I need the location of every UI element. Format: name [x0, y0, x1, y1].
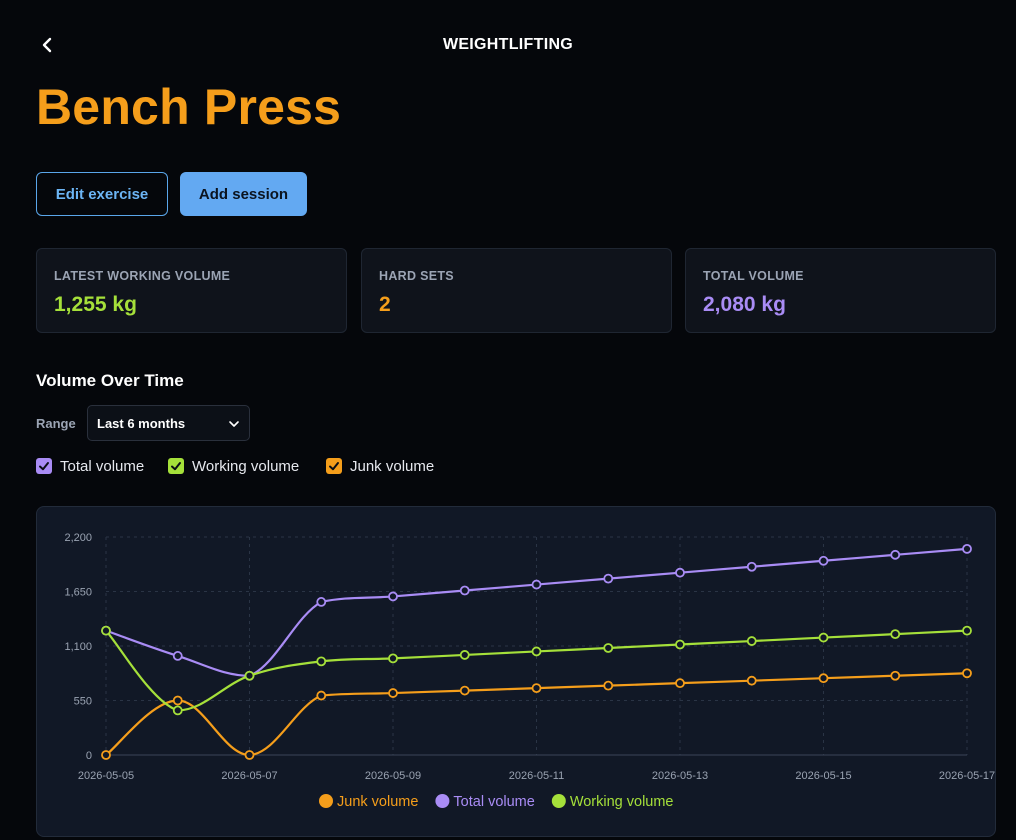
- chevron-left-icon: [42, 37, 52, 53]
- data-point-junk-volume: [316, 690, 327, 701]
- data-point-working-volume: [603, 643, 614, 653]
- x-tick-label: 2026-05-11: [509, 770, 564, 782]
- y-tick-label: 2,200: [64, 532, 92, 544]
- data-point-working-volume: [890, 629, 901, 640]
- legend-marker-total-volume: [435, 794, 450, 808]
- legend-label-working-volume: Working volume: [570, 794, 674, 810]
- data-point-total-volume: [388, 591, 398, 602]
- data-point-total-volume: [675, 567, 685, 578]
- data-point-total-volume: [459, 585, 470, 596]
- data-point-junk-volume: [890, 670, 901, 681]
- page-title: Bench Press: [36, 79, 342, 135]
- chevron-down-icon: [229, 421, 239, 427]
- stat-card-total-volume: TOTAL VOLUME 2,080 kg: [685, 248, 996, 333]
- data-point-working-volume: [316, 656, 327, 667]
- back-button[interactable]: [36, 34, 58, 56]
- checkbox-checked-icon[interactable]: [36, 458, 52, 474]
- volume-chart-svg: 0 550 1,100 1,650 2,200 2026-05-05 2026-05-07 2…: [64, 532, 995, 810]
- volume-chart: 0 550 1,100 1,650 2,200 2026-05-05 2026-05-07 2…: [36, 506, 996, 837]
- checkbox-checked-icon[interactable]: [326, 458, 342, 474]
- data-point-total-volume: [603, 573, 614, 584]
- top-bar: WEIGHTLIFTING: [0, 0, 1016, 90]
- data-point-total-volume: [890, 549, 901, 560]
- x-tick-label: 2026-05-13: [652, 770, 708, 782]
- data-point-working-volume: [818, 632, 829, 643]
- checkbox-checked-icon[interactable]: [168, 458, 184, 474]
- toggle-total-volume[interactable]: Total volume: [36, 456, 144, 476]
- legend-label-total-volume: Total volume: [453, 794, 534, 810]
- data-point-junk-volume: [675, 678, 685, 689]
- stat-value: 2: [379, 293, 391, 316]
- x-tick-label: 2026-05-07: [221, 770, 277, 782]
- data-point-junk-volume: [459, 685, 470, 696]
- stat-value: 2,080 kg: [703, 293, 786, 316]
- y-tick-label: 550: [74, 696, 92, 708]
- toggle-label: Junk volume: [350, 457, 435, 475]
- data-point-total-volume: [746, 561, 757, 572]
- data-point-working-volume: [675, 639, 685, 650]
- toggle-label: Working volume: [192, 457, 300, 475]
- section-title: Volume Over Time: [36, 371, 184, 390]
- stat-card-hard-sets: HARD SETS 2: [361, 248, 672, 333]
- toggle-junk-volume[interactable]: Junk volume: [326, 456, 434, 476]
- data-point-junk-volume: [746, 675, 757, 686]
- data-point-working-volume: [746, 636, 757, 646]
- data-point-junk-volume: [101, 750, 111, 760]
- stat-label: TOTAL VOLUME: [703, 269, 804, 283]
- toggle-working-volume[interactable]: Working volume: [168, 456, 299, 476]
- legend-label-junk-volume: Junk volume: [337, 794, 418, 810]
- add-session-button[interactable]: Add session: [180, 172, 307, 216]
- stat-card-latest-working-volume: LATEST WORKING VOLUME 1,255 kg: [36, 248, 347, 333]
- x-tick-label: 2026-05-05: [78, 770, 134, 782]
- data-point-working-volume: [531, 646, 542, 657]
- data-point-working-volume: [101, 625, 111, 636]
- y-tick-label: 1,100: [64, 641, 92, 653]
- data-point-working-volume: [459, 650, 470, 660]
- data-point-junk-volume: [388, 688, 398, 698]
- edit-exercise-button[interactable]: Edit exercise: [36, 172, 168, 216]
- legend-marker-junk-volume: [319, 794, 333, 808]
- range-select[interactable]: Last 6 months: [87, 405, 250, 441]
- range-label: Range: [36, 416, 76, 431]
- range-select-value: Last 6 months: [97, 416, 186, 431]
- data-point-total-volume: [818, 555, 829, 566]
- app-title: WEIGHTLIFTING: [442, 36, 574, 53]
- data-point-junk-volume: [244, 750, 255, 760]
- data-point-junk-volume: [172, 695, 183, 706]
- data-point-working-volume: [962, 625, 972, 636]
- data-point-total-volume: [172, 651, 183, 661]
- y-tick-label: 0: [86, 750, 92, 762]
- data-point-total-volume: [316, 597, 327, 607]
- data-point-junk-volume: [818, 673, 829, 684]
- data-point-working-volume: [172, 705, 183, 716]
- stat-value: 1,255 kg: [54, 293, 137, 316]
- x-tick-label: 2026-05-17: [939, 770, 995, 782]
- data-point-working-volume: [244, 670, 255, 681]
- data-point-junk-volume: [603, 680, 614, 691]
- x-tick-label: 2026-05-15: [795, 770, 851, 782]
- data-point-working-volume: [388, 653, 398, 664]
- data-point-total-volume: [962, 543, 972, 554]
- legend-marker-working-volume: [551, 794, 566, 808]
- stat-label: LATEST WORKING VOLUME: [54, 269, 231, 283]
- stat-label: HARD SETS: [379, 269, 454, 283]
- y-tick-label: 1,650: [64, 587, 92, 599]
- x-tick-label: 2026-05-09: [365, 770, 421, 782]
- data-point-total-volume: [531, 579, 542, 590]
- data-point-junk-volume: [531, 683, 542, 694]
- data-point-junk-volume: [962, 668, 972, 679]
- toggle-label: Total volume: [60, 457, 145, 475]
